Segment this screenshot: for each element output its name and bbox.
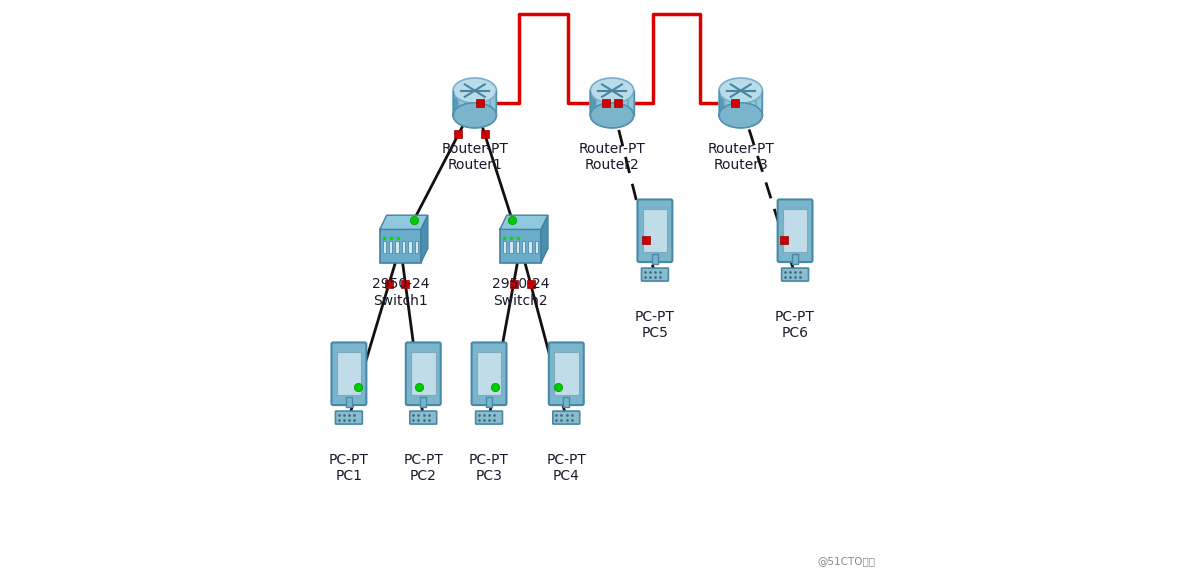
FancyBboxPatch shape xyxy=(564,398,570,407)
FancyBboxPatch shape xyxy=(332,343,366,405)
Text: 2950-24
Switch2: 2950-24 Switch2 xyxy=(491,277,549,308)
Bar xyxy=(522,241,526,253)
Bar xyxy=(414,241,418,253)
Ellipse shape xyxy=(453,78,496,103)
FancyBboxPatch shape xyxy=(549,343,584,405)
FancyBboxPatch shape xyxy=(792,255,798,264)
FancyBboxPatch shape xyxy=(420,398,426,407)
Polygon shape xyxy=(453,90,458,116)
Text: @51CTO博客: @51CTO博客 xyxy=(817,557,875,566)
Bar xyxy=(515,241,519,253)
Ellipse shape xyxy=(453,103,496,128)
Bar xyxy=(503,241,506,253)
FancyBboxPatch shape xyxy=(778,200,812,262)
Text: PC-PT
PC2: PC-PT PC2 xyxy=(404,453,443,483)
FancyBboxPatch shape xyxy=(781,268,809,281)
FancyBboxPatch shape xyxy=(719,90,762,116)
Polygon shape xyxy=(422,215,427,263)
Polygon shape xyxy=(719,90,725,116)
Bar xyxy=(395,241,399,253)
Polygon shape xyxy=(380,215,427,229)
Bar xyxy=(528,241,532,253)
Ellipse shape xyxy=(719,103,762,128)
FancyBboxPatch shape xyxy=(410,411,437,424)
Text: PC-PT
PC4: PC-PT PC4 xyxy=(546,453,586,483)
FancyBboxPatch shape xyxy=(406,343,440,405)
FancyBboxPatch shape xyxy=(643,209,668,252)
Text: 2950-24
Switch1: 2950-24 Switch1 xyxy=(372,277,429,308)
Ellipse shape xyxy=(591,103,633,128)
Polygon shape xyxy=(591,90,596,116)
FancyBboxPatch shape xyxy=(500,229,541,263)
FancyBboxPatch shape xyxy=(476,411,502,424)
Bar xyxy=(401,241,405,253)
Text: PC-PT
PC1: PC-PT PC1 xyxy=(329,453,369,483)
Text: PC-PT
PC5: PC-PT PC5 xyxy=(635,310,675,340)
FancyBboxPatch shape xyxy=(553,411,580,424)
Bar xyxy=(382,241,386,253)
Text: Router-PT
Router3: Router-PT Router3 xyxy=(707,142,774,172)
FancyBboxPatch shape xyxy=(642,268,668,281)
FancyBboxPatch shape xyxy=(783,209,807,252)
FancyBboxPatch shape xyxy=(411,352,436,395)
FancyBboxPatch shape xyxy=(471,343,507,405)
Polygon shape xyxy=(541,215,548,263)
FancyBboxPatch shape xyxy=(346,398,352,407)
Bar xyxy=(509,241,513,253)
FancyBboxPatch shape xyxy=(336,352,361,395)
FancyBboxPatch shape xyxy=(487,398,491,407)
FancyBboxPatch shape xyxy=(477,352,501,395)
FancyBboxPatch shape xyxy=(453,90,496,116)
Bar xyxy=(390,241,392,253)
FancyBboxPatch shape xyxy=(335,411,362,424)
FancyBboxPatch shape xyxy=(380,229,422,263)
Ellipse shape xyxy=(719,78,762,103)
Polygon shape xyxy=(500,215,548,229)
FancyBboxPatch shape xyxy=(554,352,579,395)
Text: PC-PT
PC3: PC-PT PC3 xyxy=(469,453,509,483)
FancyBboxPatch shape xyxy=(637,200,673,262)
Text: Router-PT
Router1: Router-PT Router1 xyxy=(442,142,508,172)
Bar xyxy=(408,241,412,253)
Bar xyxy=(535,241,539,253)
FancyBboxPatch shape xyxy=(591,90,633,116)
FancyBboxPatch shape xyxy=(652,255,658,264)
Text: Router-PT
Router2: Router-PT Router2 xyxy=(579,142,645,172)
Text: PC-PT
PC6: PC-PT PC6 xyxy=(776,310,815,340)
Ellipse shape xyxy=(591,78,633,103)
